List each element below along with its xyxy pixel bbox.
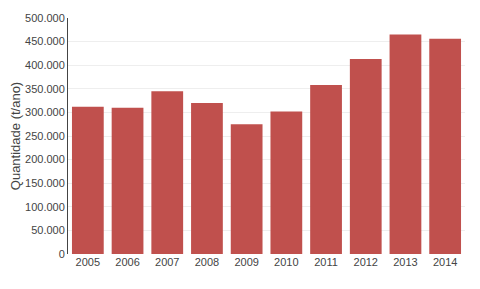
svg-text:450.000: 450.000: [25, 35, 65, 47]
svg-text:2006: 2006: [115, 256, 139, 268]
svg-text:0: 0: [59, 248, 65, 260]
svg-text:150.000: 150.000: [25, 177, 65, 189]
svg-text:100.000: 100.000: [25, 201, 65, 213]
svg-text:2007: 2007: [155, 256, 179, 268]
svg-text:2011: 2011: [314, 256, 338, 268]
svg-text:500.000: 500.000: [25, 12, 65, 24]
svg-text:2010: 2010: [274, 256, 298, 268]
svg-text:300.000: 300.000: [25, 106, 65, 118]
svg-text:400.000: 400.000: [25, 59, 65, 71]
svg-text:2014: 2014: [433, 256, 457, 268]
svg-text:50.000: 50.000: [31, 224, 65, 236]
svg-text:200.000: 200.000: [25, 153, 65, 165]
svg-text:350.000: 350.000: [25, 83, 65, 95]
svg-text:250.000: 250.000: [25, 130, 65, 142]
svg-text:2013: 2013: [393, 256, 417, 268]
svg-text:2005: 2005: [76, 256, 100, 268]
svg-text:2012: 2012: [354, 256, 378, 268]
svg-text:2008: 2008: [195, 256, 219, 268]
svg-text:Quantidade (t/ano): Quantidade (t/ano): [8, 82, 23, 190]
svg-text:2009: 2009: [234, 256, 258, 268]
